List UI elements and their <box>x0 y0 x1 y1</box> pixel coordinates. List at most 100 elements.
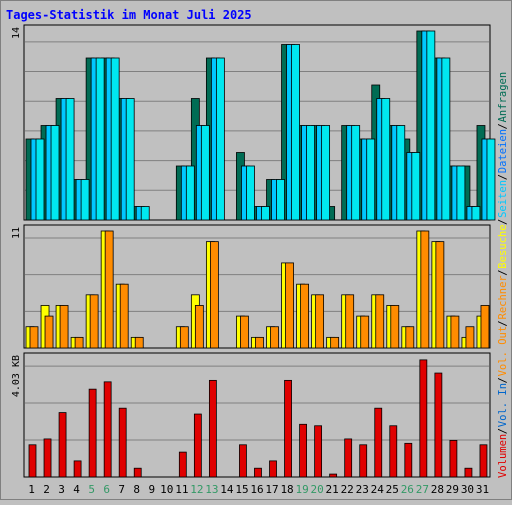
bar-rechner-day-20 <box>315 294 325 349</box>
x-tick-label: 29 <box>446 483 459 496</box>
y-max-label: 14 <box>11 27 22 39</box>
bar-seiten-day-1 <box>35 138 45 221</box>
bar-volumen-day-5 <box>88 388 97 478</box>
legend-item: Vol. In <box>497 383 509 427</box>
legend-item: / <box>497 320 509 326</box>
bar-volumen-day-25 <box>389 425 398 478</box>
bar-seiten-day-31 <box>486 138 496 221</box>
bar-seiten-day-2 <box>50 125 60 221</box>
bar-volumen-day-11 <box>178 451 187 478</box>
x-tick-label: 2 <box>43 483 50 496</box>
legend-item: / <box>497 123 509 129</box>
bar-seiten-day-7 <box>125 98 135 221</box>
right-legend: Volumen/Vol. In/Vol. Out/Rechner/Besuche… <box>497 72 509 478</box>
bar-seiten-day-23 <box>366 138 376 221</box>
bar-volumen-day-27 <box>419 359 428 478</box>
bar-volumen-day-4 <box>73 460 82 478</box>
bar-seiten-day-28 <box>441 57 451 221</box>
legend-item: / <box>497 377 509 383</box>
bar-seiten-day-20 <box>321 125 331 221</box>
bar-volumen-day-30 <box>464 467 473 478</box>
legend-item: Volumen <box>497 434 509 478</box>
chart-title: Tages-Statistik im Monat Juli 2025 <box>6 8 252 22</box>
bar-seiten-day-6 <box>110 57 120 221</box>
bar-rechner-day-12 <box>194 305 204 349</box>
legend-item: / <box>497 219 509 225</box>
x-tick-label: 23 <box>356 483 369 496</box>
bar-rechner-day-1 <box>29 326 39 349</box>
bar-seiten-day-25 <box>396 125 406 221</box>
legend-item: Anfragen <box>497 72 509 123</box>
legend-item: / <box>497 269 509 275</box>
bar-seiten-day-8 <box>140 206 150 221</box>
bar-rechner-day-18 <box>285 262 294 349</box>
panel-frame <box>23 352 491 478</box>
bar-seiten-day-24 <box>381 98 391 221</box>
bar-volumen-day-23 <box>359 444 368 478</box>
bar-seiten-day-13 <box>215 57 225 221</box>
bar-seiten-day-29 <box>456 165 466 221</box>
bar-volumen-day-16 <box>254 467 262 478</box>
legend-item: Dateien <box>497 129 509 173</box>
bar-seiten-day-19 <box>306 125 315 221</box>
bar-rechner-day-2 <box>44 315 54 349</box>
bar-volumen-day-21 <box>329 473 338 478</box>
bar-rechner-day-28 <box>435 241 445 349</box>
volume-panel: 4.03 KB <box>11 352 491 478</box>
bar-seiten-day-17 <box>276 179 285 221</box>
x-tick-label: 3 <box>58 483 65 496</box>
x-tick-label: 24 <box>371 483 385 496</box>
bar-volumen-day-15 <box>239 444 247 478</box>
x-tick-label: 14 <box>220 483 234 496</box>
bar-seiten-day-4 <box>80 179 90 221</box>
x-tick-label: 15 <box>235 483 248 496</box>
bar-rechner-day-15 <box>240 315 249 349</box>
bar-volumen-day-17 <box>269 460 277 478</box>
bar-volumen-day-2 <box>43 438 52 478</box>
bar-rechner-day-27 <box>420 230 430 349</box>
x-tick-label: 5 <box>88 483 95 496</box>
bar-seiten-day-30 <box>471 206 481 221</box>
x-tick-label: 6 <box>103 483 110 496</box>
x-tick-label: 13 <box>205 483 218 496</box>
x-tick-label: 25 <box>386 483 399 496</box>
x-tick-label: 9 <box>148 483 155 496</box>
x-tick-label: 17 <box>265 483 278 496</box>
x-tick-label: 4 <box>73 483 80 496</box>
bar-rechner-day-26 <box>405 326 415 349</box>
bar-rechner-day-8 <box>134 336 144 349</box>
x-tick-label: 21 <box>326 483 339 496</box>
bar-rechner-day-13 <box>209 241 219 349</box>
bar-volumen-day-18 <box>284 379 292 478</box>
bar-volumen-day-12 <box>193 413 202 478</box>
y-max-label: 4.03 KB <box>11 355 22 397</box>
bar-volumen-day-31 <box>479 444 488 478</box>
bar-rechner-day-23 <box>360 315 370 349</box>
y-max-label: 11 <box>11 227 22 239</box>
legend-item: / <box>497 174 509 180</box>
panels-layer: 14 11 4.03 KB <box>11 24 496 478</box>
bar-volumen-day-6 <box>103 381 112 478</box>
bar-seiten-day-15 <box>246 165 255 221</box>
x-tick-label: 7 <box>118 483 125 496</box>
x-tick-label: 10 <box>160 483 173 496</box>
x-tick-label: 20 <box>311 483 324 496</box>
bar-seiten-day-27 <box>426 30 436 221</box>
legend-item: / <box>497 428 509 434</box>
bar-rechner-day-11 <box>179 326 189 349</box>
x-tick-label: 26 <box>401 483 414 496</box>
bar-rechner-day-29 <box>450 315 460 349</box>
visits-panel: 11 <box>11 224 491 349</box>
bar-rechner-day-4 <box>74 336 84 349</box>
x-tick-label: 30 <box>461 483 474 496</box>
bar-rechner-day-30 <box>465 326 475 349</box>
bar-rechner-day-3 <box>59 305 69 349</box>
bar-seiten-day-18 <box>291 44 300 221</box>
bar-rechner-day-5 <box>89 294 99 349</box>
bar-volumen-day-22 <box>344 438 353 478</box>
x-tick-label: 18 <box>280 483 293 496</box>
bar-rechner-day-17 <box>270 326 279 349</box>
bar-volumen-day-20 <box>314 425 323 478</box>
bar-rechner-day-7 <box>119 283 129 349</box>
